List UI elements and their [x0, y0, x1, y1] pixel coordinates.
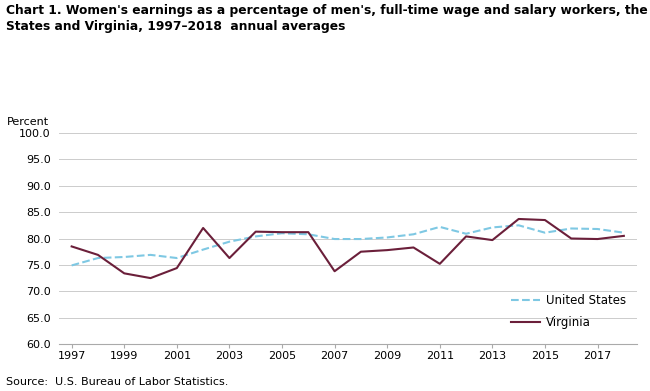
- Virginia: [489, 238, 497, 242]
- United States: [436, 224, 444, 229]
- United States: [173, 256, 181, 260]
- Virginia: [199, 226, 207, 230]
- Text: Chart 1. Women's earnings as a percentage of men's, full-time wage and salary wo: Chart 1. Women's earnings as a percentag…: [6, 4, 650, 33]
- Text: Source:  U.S. Bureau of Labor Statistics.: Source: U.S. Bureau of Labor Statistics.: [6, 377, 229, 387]
- Virginia: [567, 236, 575, 241]
- United States: [331, 237, 339, 241]
- Virginia: [278, 230, 286, 235]
- Virginia: [331, 269, 339, 274]
- Virginia: [173, 266, 181, 271]
- United States: [410, 232, 417, 237]
- Text: Percent: Percent: [6, 117, 49, 127]
- United States: [120, 255, 128, 259]
- United States: [252, 234, 259, 239]
- Virginia: [384, 248, 391, 253]
- United States: [384, 235, 391, 240]
- United States: [462, 231, 470, 236]
- United States: [94, 256, 102, 260]
- Virginia: [226, 256, 233, 260]
- Virginia: [94, 253, 102, 257]
- Virginia: [147, 276, 155, 280]
- United States: [199, 247, 207, 252]
- Virginia: [68, 244, 75, 249]
- Virginia: [410, 245, 417, 250]
- Virginia: [462, 234, 470, 239]
- United States: [226, 239, 233, 244]
- Virginia: [252, 229, 259, 234]
- United States: [567, 226, 575, 231]
- United States: [147, 253, 155, 257]
- Virginia: [541, 218, 549, 222]
- United States: [357, 237, 365, 241]
- Line: Virginia: Virginia: [72, 219, 624, 278]
- Virginia: [357, 249, 365, 254]
- United States: [68, 263, 75, 268]
- United States: [620, 230, 628, 235]
- Virginia: [515, 217, 523, 221]
- United States: [278, 231, 286, 235]
- Virginia: [593, 237, 601, 241]
- Virginia: [120, 271, 128, 276]
- Virginia: [620, 233, 628, 238]
- United States: [515, 223, 523, 228]
- Virginia: [436, 262, 444, 266]
- Line: United States: United States: [72, 225, 624, 265]
- Virginia: [304, 230, 312, 235]
- Legend: United States, Virginia: United States, Virginia: [506, 289, 631, 334]
- United States: [541, 230, 549, 235]
- United States: [489, 225, 497, 230]
- United States: [593, 227, 601, 231]
- United States: [304, 232, 312, 237]
